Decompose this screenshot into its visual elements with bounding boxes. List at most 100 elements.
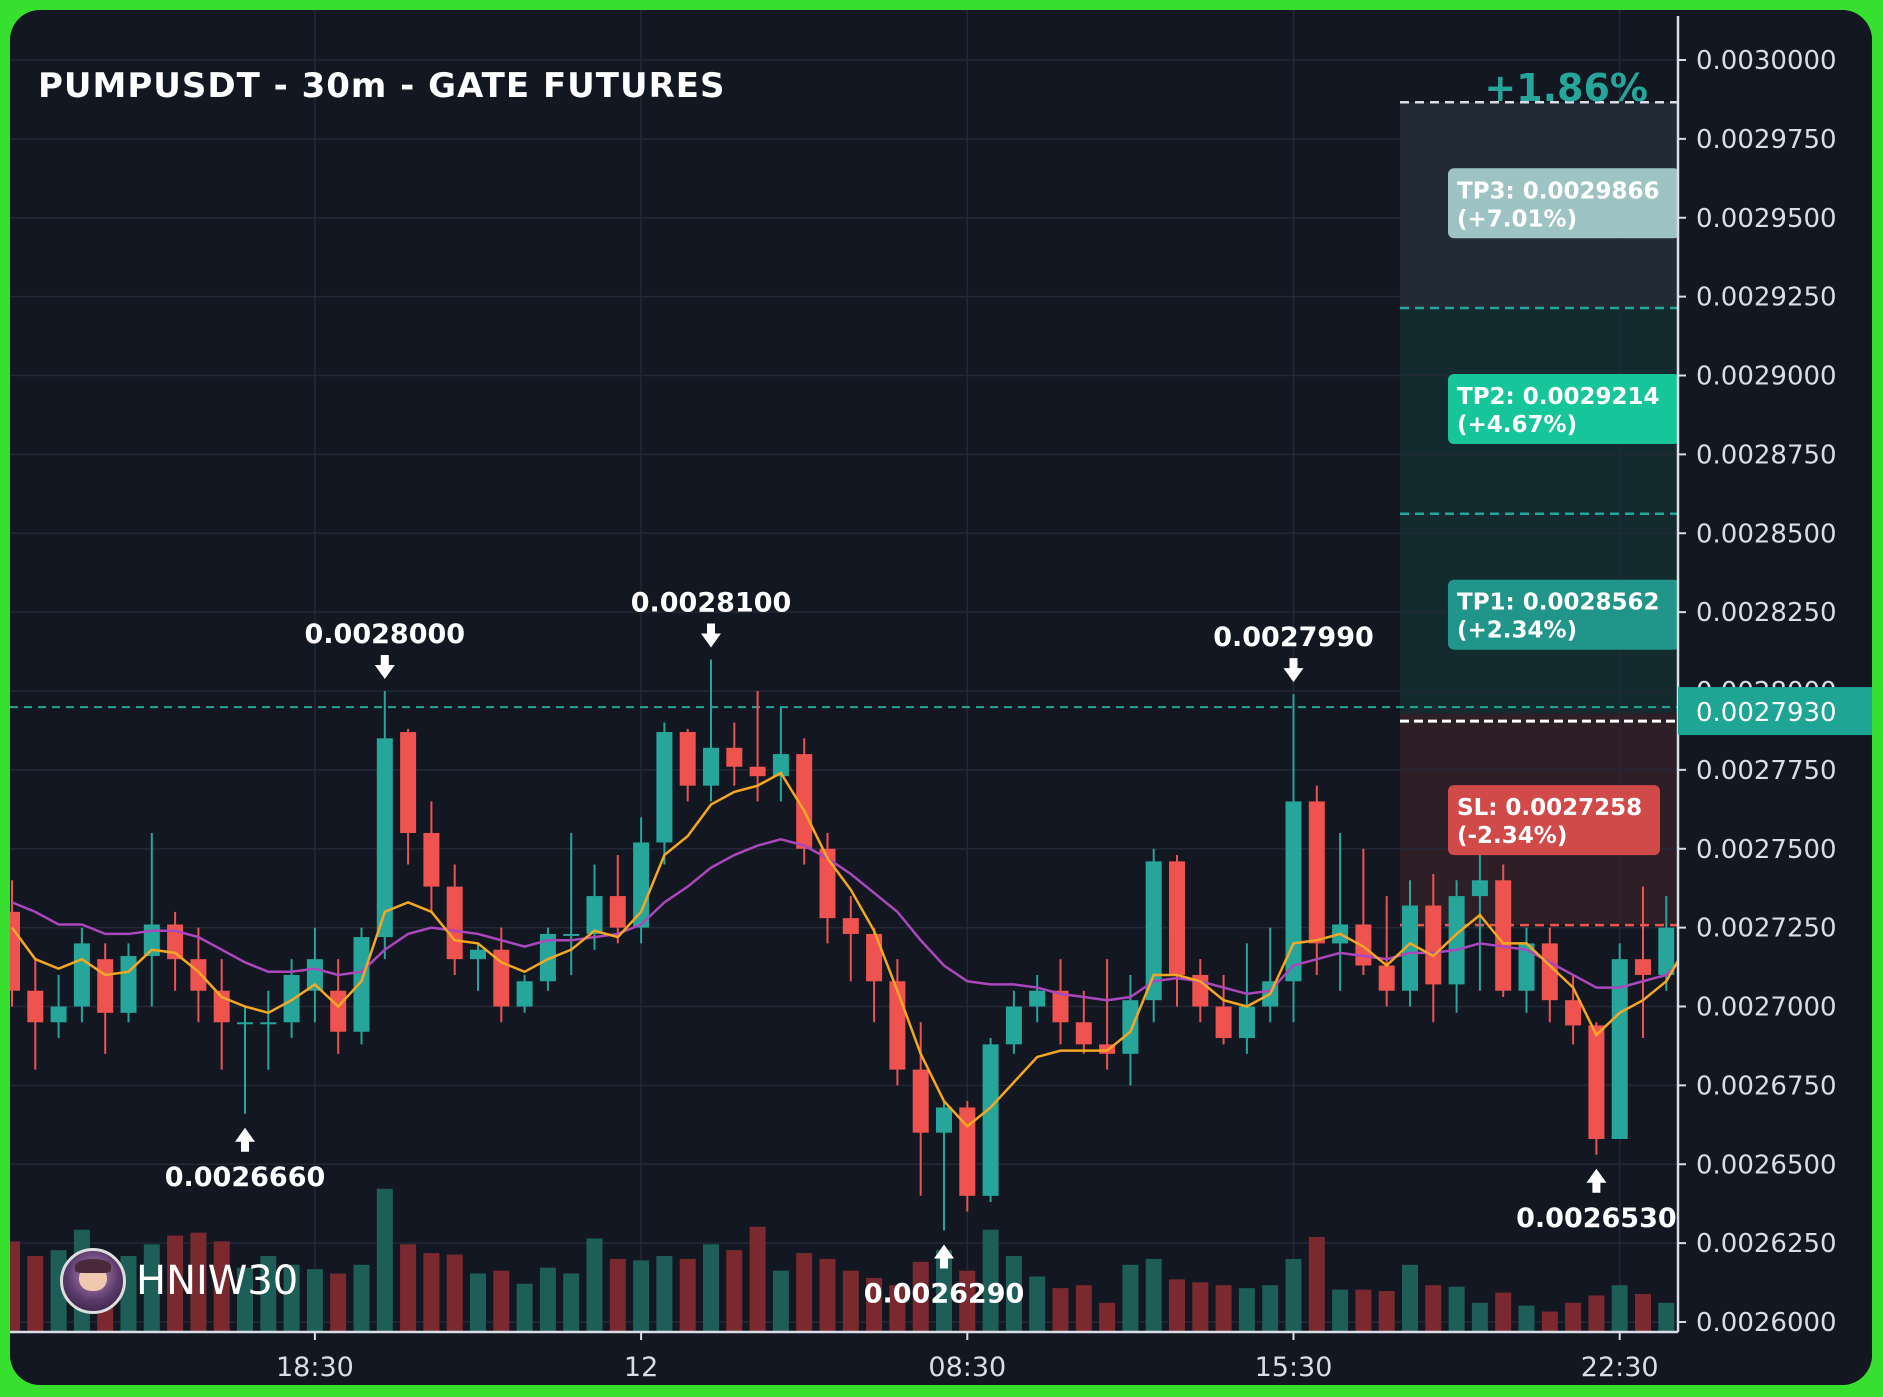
y-tick-label: 0.0028250 [1696,598,1837,628]
volume-bar [1308,1237,1325,1332]
chart-title: PUMPUSDT - 30m - GATE FUTURES [38,66,726,106]
volume-bar [842,1270,859,1332]
y-tick-label: 0.0026250 [1696,1229,1837,1259]
tp3-box [1448,168,1680,239]
candle-body [1611,959,1628,1140]
volume-bar [423,1253,440,1332]
change-percent: +1.86% [1484,66,1648,110]
volume-bar [237,1267,253,1332]
candle-body [749,766,766,777]
candle-body [330,990,347,1032]
candle-body [1518,943,1535,991]
volume-bar [1052,1288,1069,1332]
volume-bar [213,1241,230,1332]
volume-bar [819,1258,836,1332]
volume-bar [1122,1264,1139,1332]
low-label: 0.0026530 [1516,1203,1677,1234]
volume-bar [143,1244,160,1332]
candle-body [982,1044,999,1196]
tp1-label: TP1: 0.0028562 [1457,590,1660,616]
volume-bar [1402,1264,1418,1332]
sl-box [1448,785,1660,856]
candle-body [842,918,859,934]
sl-label: SL: 0.0027258 [1457,795,1642,821]
y-tick-label: 0.0029500 [1696,204,1837,234]
volume-bar [563,1273,580,1332]
candle-body [772,754,789,777]
candle-body [656,732,673,843]
x-tick-label: 15:30 [1255,1352,1333,1383]
volume-bar [749,1226,766,1332]
volume-bar [1075,1285,1092,1332]
candle-body [1541,943,1558,1001]
y-tick-label: 0.0029750 [1696,125,1837,155]
volume-bar [167,1235,184,1332]
volume-bar [330,1273,347,1332]
candle-body [1588,1025,1605,1140]
candle-body [703,747,719,786]
candle-body [866,933,883,982]
y-tick-label: 0.0028500 [1696,519,1837,549]
candle-body [633,842,650,928]
candle-body [679,732,696,786]
volume-bar [1192,1282,1209,1332]
candle-body [1378,965,1395,991]
volume-bar [1099,1302,1116,1332]
volume-bar [1262,1285,1279,1332]
price-chart[interactable]: 0.0028000 0.0028100 0.0027990 0.0026660 0.00… [10,10,1872,1385]
y-tick-label: 0.0027000 [1696,993,1837,1023]
candle-body [73,943,90,1007]
candle-body [889,981,906,1070]
candle-body [1495,880,1512,991]
volume-bar [1541,1311,1558,1332]
tp2-box [1448,373,1680,444]
candle-body [1658,927,1675,975]
y-tick-label: 0.0027500 [1696,835,1837,865]
candle-body [237,1022,253,1025]
volume-bar [1005,1256,1022,1332]
candle-body [609,896,626,928]
volume-bar [1448,1286,1465,1332]
arrow-up-icon [934,1244,954,1269]
candle-body [1238,1006,1255,1039]
candle-body [1075,1022,1092,1045]
volume-bar [796,1253,813,1332]
candle-body [400,732,417,833]
arrow-up-icon [1586,1168,1607,1193]
candle-body [1565,1000,1582,1026]
candle-body [1448,896,1465,985]
candle-body [586,896,603,934]
volume-bar [1611,1285,1628,1332]
candle-body [796,754,813,849]
volume-bar [912,1261,929,1332]
volume-bar [1145,1258,1162,1332]
volume-bar [1169,1279,1185,1332]
x-tick-label: 08:30 [928,1352,1006,1383]
volume-bar [1332,1289,1349,1332]
volume-bar [470,1273,486,1332]
current-price-badge [1678,687,1872,736]
candle-body [1285,801,1302,982]
candle-body [120,956,137,1013]
y-tick-label: 0.0026000 [1696,1308,1837,1338]
volume-bar [982,1229,999,1332]
volume-bar [889,1285,906,1332]
volume-bar [586,1238,603,1332]
x-tick-label: 18:30 [276,1352,354,1383]
arrow-down-icon [374,655,395,679]
candle-body [936,1107,952,1133]
candle-body [260,1022,277,1025]
volume-bar [1215,1285,1232,1332]
volume-bar [1355,1289,1372,1332]
high-label: 0.0028000 [305,619,466,650]
volume-bar [1471,1302,1488,1332]
candle-body [10,911,20,991]
candle-body [283,974,300,1023]
candle-body [563,933,580,936]
volume-bar [400,1244,417,1332]
volume-bar [1518,1305,1535,1332]
candle-body [959,1107,976,1196]
tp3-label: TP3: 0.0029866 [1457,178,1660,204]
volume-bar [10,1241,20,1332]
volume-bar [1495,1292,1512,1332]
